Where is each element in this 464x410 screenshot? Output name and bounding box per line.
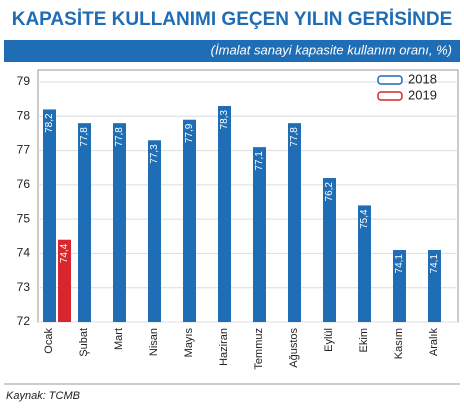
chart-title: KAPASİTE KULLANIMI GEÇEN YILIN GERİSİNDE bbox=[12, 9, 453, 30]
y-tick-label: 74 bbox=[17, 246, 31, 260]
value-label: 75,4 bbox=[359, 209, 370, 229]
bar bbox=[253, 147, 266, 322]
chart-subtitle: (İmalat sanayi kapasite kullanım oranı, … bbox=[211, 42, 452, 57]
y-tick-label: 78 bbox=[17, 108, 31, 122]
x-tick-label: Mart bbox=[113, 328, 125, 350]
y-tick-label: 79 bbox=[17, 74, 31, 88]
value-label: 77,3 bbox=[149, 144, 160, 164]
bar bbox=[288, 123, 301, 323]
x-tick-label: Ağustos bbox=[288, 328, 300, 368]
bar bbox=[323, 178, 336, 322]
value-label: 74,1 bbox=[394, 254, 405, 274]
y-tick-label: 77 bbox=[17, 143, 31, 157]
subtitle-band bbox=[4, 40, 460, 62]
legend-swatch bbox=[377, 75, 403, 85]
source: Kaynak: TCMB bbox=[6, 390, 80, 402]
bar bbox=[148, 140, 161, 322]
value-label: 77,8 bbox=[289, 127, 300, 147]
x-tick-label: Kasım bbox=[393, 328, 405, 359]
bar bbox=[393, 250, 406, 322]
y-tick-label: 75 bbox=[17, 211, 31, 225]
x-tick-label: Ekim bbox=[358, 328, 370, 352]
bar bbox=[78, 123, 91, 323]
bar bbox=[358, 205, 371, 322]
bar bbox=[58, 239, 71, 322]
value-label: 74,4 bbox=[59, 243, 70, 263]
x-tick-label: Ocak bbox=[43, 328, 55, 354]
legend-swatch bbox=[377, 91, 403, 101]
x-tick-label: Nisan bbox=[148, 328, 160, 356]
bar bbox=[113, 123, 126, 323]
x-tick-label: Aralık bbox=[428, 328, 440, 357]
x-tick-label: Şubat bbox=[78, 328, 90, 357]
bar bbox=[183, 119, 196, 322]
bar bbox=[218, 106, 231, 322]
value-label: 77,1 bbox=[254, 151, 265, 171]
x-tick-label: Mayıs bbox=[183, 328, 195, 358]
y-tick-label: 73 bbox=[17, 280, 31, 294]
bar bbox=[428, 250, 441, 322]
value-label: 78,3 bbox=[219, 110, 230, 130]
value-label: 77,9 bbox=[184, 123, 195, 143]
y-tick-label: 72 bbox=[17, 314, 31, 328]
value-label: 74,1 bbox=[429, 254, 440, 274]
bar bbox=[43, 109, 56, 322]
value-label: 77,8 bbox=[114, 127, 125, 147]
y-tick-label: 76 bbox=[17, 177, 31, 191]
value-label: 76,2 bbox=[324, 182, 335, 202]
legend-label: 2019 bbox=[408, 87, 437, 102]
x-tick-label: Haziran bbox=[218, 328, 230, 366]
x-tick-label: Eylül bbox=[323, 328, 335, 352]
legend-label: 2018 bbox=[408, 71, 437, 86]
value-label: 77,8 bbox=[79, 127, 90, 147]
x-tick-label: Temmuz bbox=[253, 328, 265, 370]
value-label: 78,2 bbox=[44, 113, 55, 133]
